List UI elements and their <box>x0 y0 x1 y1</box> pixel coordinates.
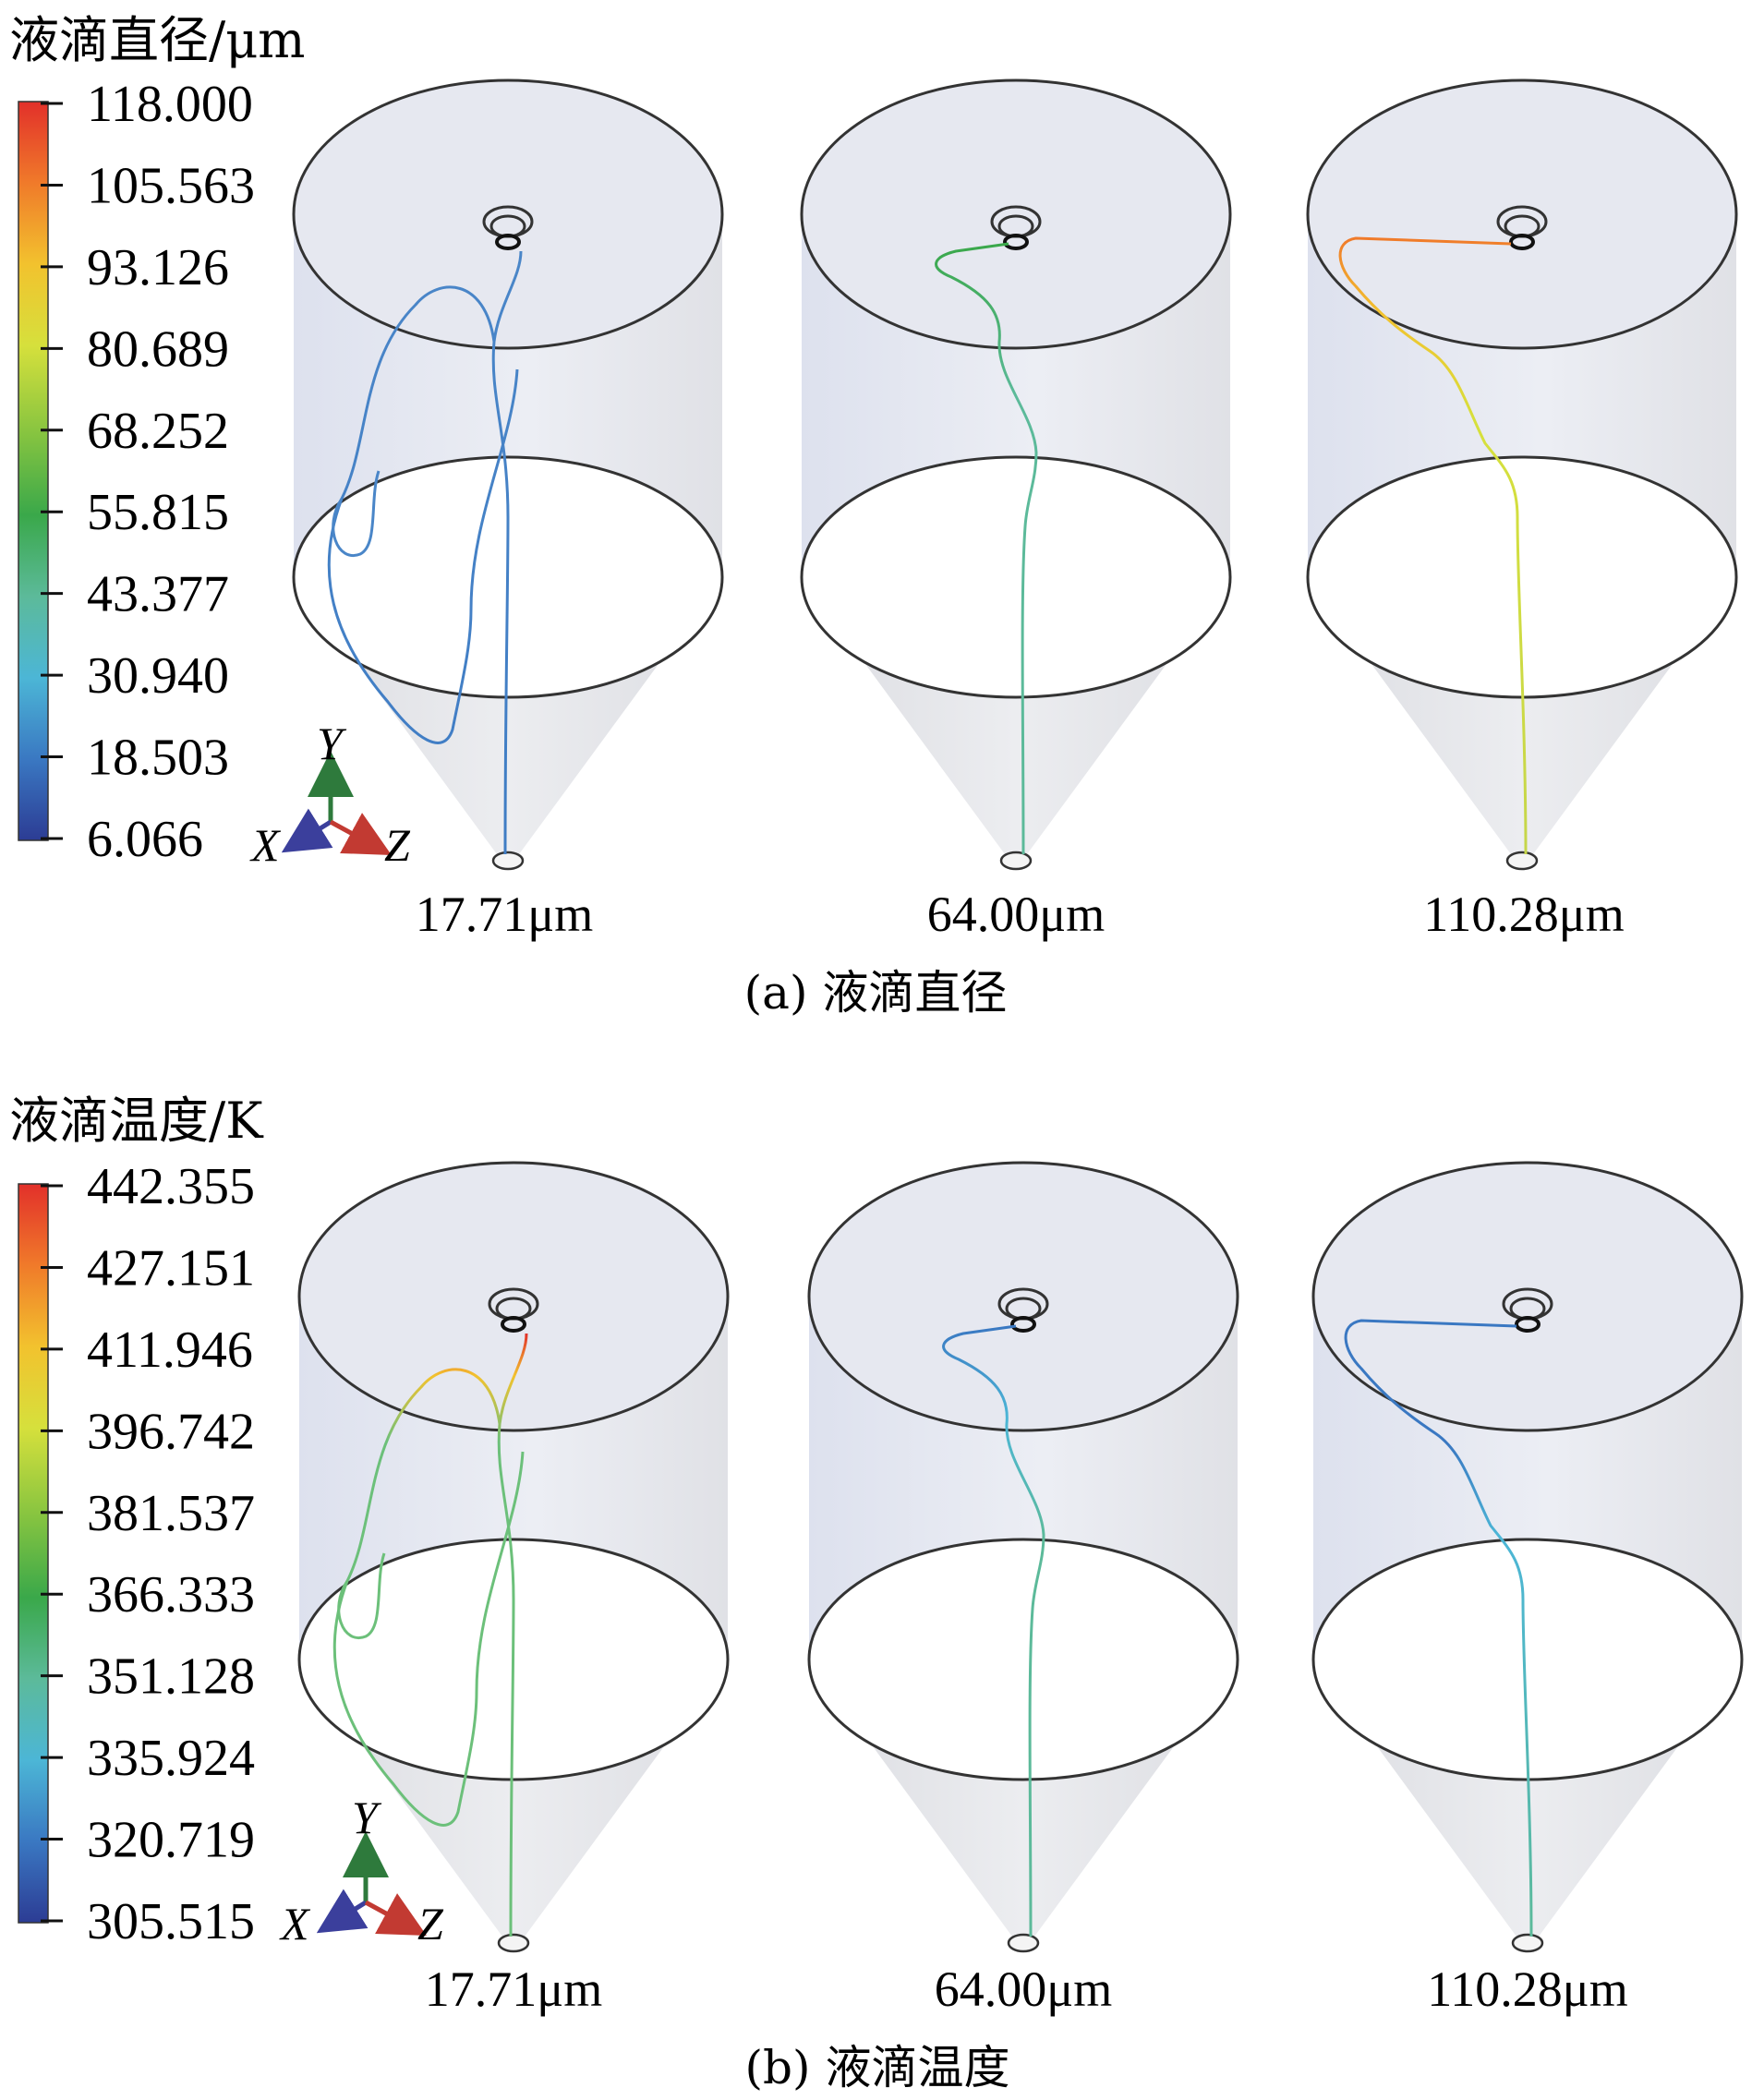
caption-a: (a) 液滴直径 <box>744 966 1008 1020</box>
dryer-a1 <box>292 78 724 871</box>
nozzle-icon <box>997 1287 1049 1333</box>
colorbar-tick-label: 427.151 <box>87 1239 255 1297</box>
colorbar-tick-label: 305.515 <box>87 1893 255 1950</box>
nozzle-icon <box>990 205 1042 250</box>
colorbar-tick-label: 351.128 <box>87 1648 255 1706</box>
outlet-icon <box>1511 1933 1544 1953</box>
nozzle-icon <box>482 205 534 250</box>
colorbar-ticks-b: 442.355 427.151 411.946 396.742 381.537 366.3… <box>41 1158 255 1950</box>
nozzle-icon <box>1502 1287 1553 1333</box>
x-axis-label: X <box>249 819 282 871</box>
colorbar-gradient-a <box>18 101 49 841</box>
axis-triad-a: Y X Z <box>249 718 411 871</box>
x-axis-arrow <box>281 808 333 853</box>
colorbar-tick-label: 43.377 <box>87 566 229 623</box>
x-axis-arrow <box>316 1889 369 1934</box>
dryer-b2 <box>807 1161 1239 1953</box>
diameter-labels-a: 17.71μm 64.00μm 110.28μm <box>416 887 1625 942</box>
nozzle-icon <box>488 1287 539 1333</box>
colorbar-tick-label: 80.689 <box>87 320 229 378</box>
axis-triad-b: Y X Z <box>279 1792 444 1949</box>
colorbar-tick-label: 335.924 <box>87 1730 255 1787</box>
droplet-track <box>327 250 523 855</box>
legend-title-b: 液滴温度/K <box>9 1092 264 1150</box>
nozzle-icon <box>1496 205 1548 250</box>
diameter-label-b3: 110.28μm <box>1427 1961 1627 2017</box>
colorbar-tick-label: 118.000 <box>87 76 253 133</box>
colorbar-tick-label: 381.537 <box>87 1485 255 1542</box>
z-axis-label: Z <box>384 819 411 871</box>
panel-a: 液滴直径/μm 118.000 105.563 93.126 80.689 68.252… <box>9 11 1738 1020</box>
panel-b: 液滴温度/K 442.355 427.151 411.946 396.742 381.5… <box>9 1092 1744 2094</box>
dryer-a3 <box>1306 78 1738 871</box>
colorbar-tick-label: 442.355 <box>87 1158 255 1215</box>
legend-title-a: 液滴直径/μm <box>9 11 306 69</box>
dryer-b3 <box>1311 1161 1744 1953</box>
diameter-label-a2: 64.00μm <box>927 887 1105 942</box>
diameter-labels-b: 17.71μm 64.00μm 110.28μm <box>425 1961 1628 2017</box>
colorbar-ticks-a: 118.000 105.563 93.126 80.689 68.252 55.815 43… <box>41 76 255 868</box>
droplet-track <box>332 1333 528 1937</box>
z-axis-label: Z <box>417 1898 444 1949</box>
colorbar-tick-label: 105.563 <box>87 157 255 214</box>
colorbar-tick-label: 396.742 <box>87 1403 255 1460</box>
colorbar-tick-label: 18.503 <box>87 730 229 787</box>
colorbar-tick-label: 366.333 <box>87 1566 255 1623</box>
y-axis-label: Y <box>317 718 347 769</box>
colorbar-tick-label: 93.126 <box>87 239 229 296</box>
caption-b: (b) 液滴温度 <box>745 2041 1010 2094</box>
colorbar-a: 118.000 105.563 93.126 80.689 68.252 55.815 43… <box>18 76 255 868</box>
outlet-icon <box>497 1933 530 1953</box>
dryer-a2 <box>800 78 1232 871</box>
diameter-label-a1: 17.71μm <box>416 887 593 942</box>
outlet-icon <box>999 851 1033 871</box>
colorbar-tick-label: 30.940 <box>87 647 229 705</box>
outlet-icon <box>1007 1933 1040 1953</box>
colorbar-b: 442.355 427.151 411.946 396.742 381.537 366.3… <box>18 1158 255 1950</box>
colorbar-tick-label: 411.946 <box>87 1322 253 1379</box>
diameter-label-b2: 64.00μm <box>935 1961 1112 2017</box>
colorbar-tick-label: 320.719 <box>87 1812 255 1869</box>
droplet-track <box>942 1324 1045 1937</box>
diameter-label-b1: 17.71μm <box>425 1961 602 2017</box>
droplet-track <box>1344 1319 1533 1937</box>
z-axis-arrow <box>329 813 392 855</box>
dryer-b1 <box>297 1161 730 1953</box>
colorbar-tick-label: 55.815 <box>87 484 229 541</box>
colorbar-tick-label: 6.066 <box>87 811 203 868</box>
droplet-track <box>1338 236 1528 855</box>
colorbar-gradient-b <box>18 1183 49 1924</box>
diameter-label-a3: 110.28μm <box>1423 887 1624 942</box>
outlet-icon <box>1505 851 1539 871</box>
y-axis-label: Y <box>352 1792 382 1843</box>
droplet-track <box>935 242 1038 855</box>
z-axis-arrow <box>364 1893 427 1936</box>
outlet-icon <box>491 851 525 871</box>
colorbar-tick-label: 68.252 <box>87 403 229 460</box>
x-axis-label: X <box>279 1898 311 1949</box>
